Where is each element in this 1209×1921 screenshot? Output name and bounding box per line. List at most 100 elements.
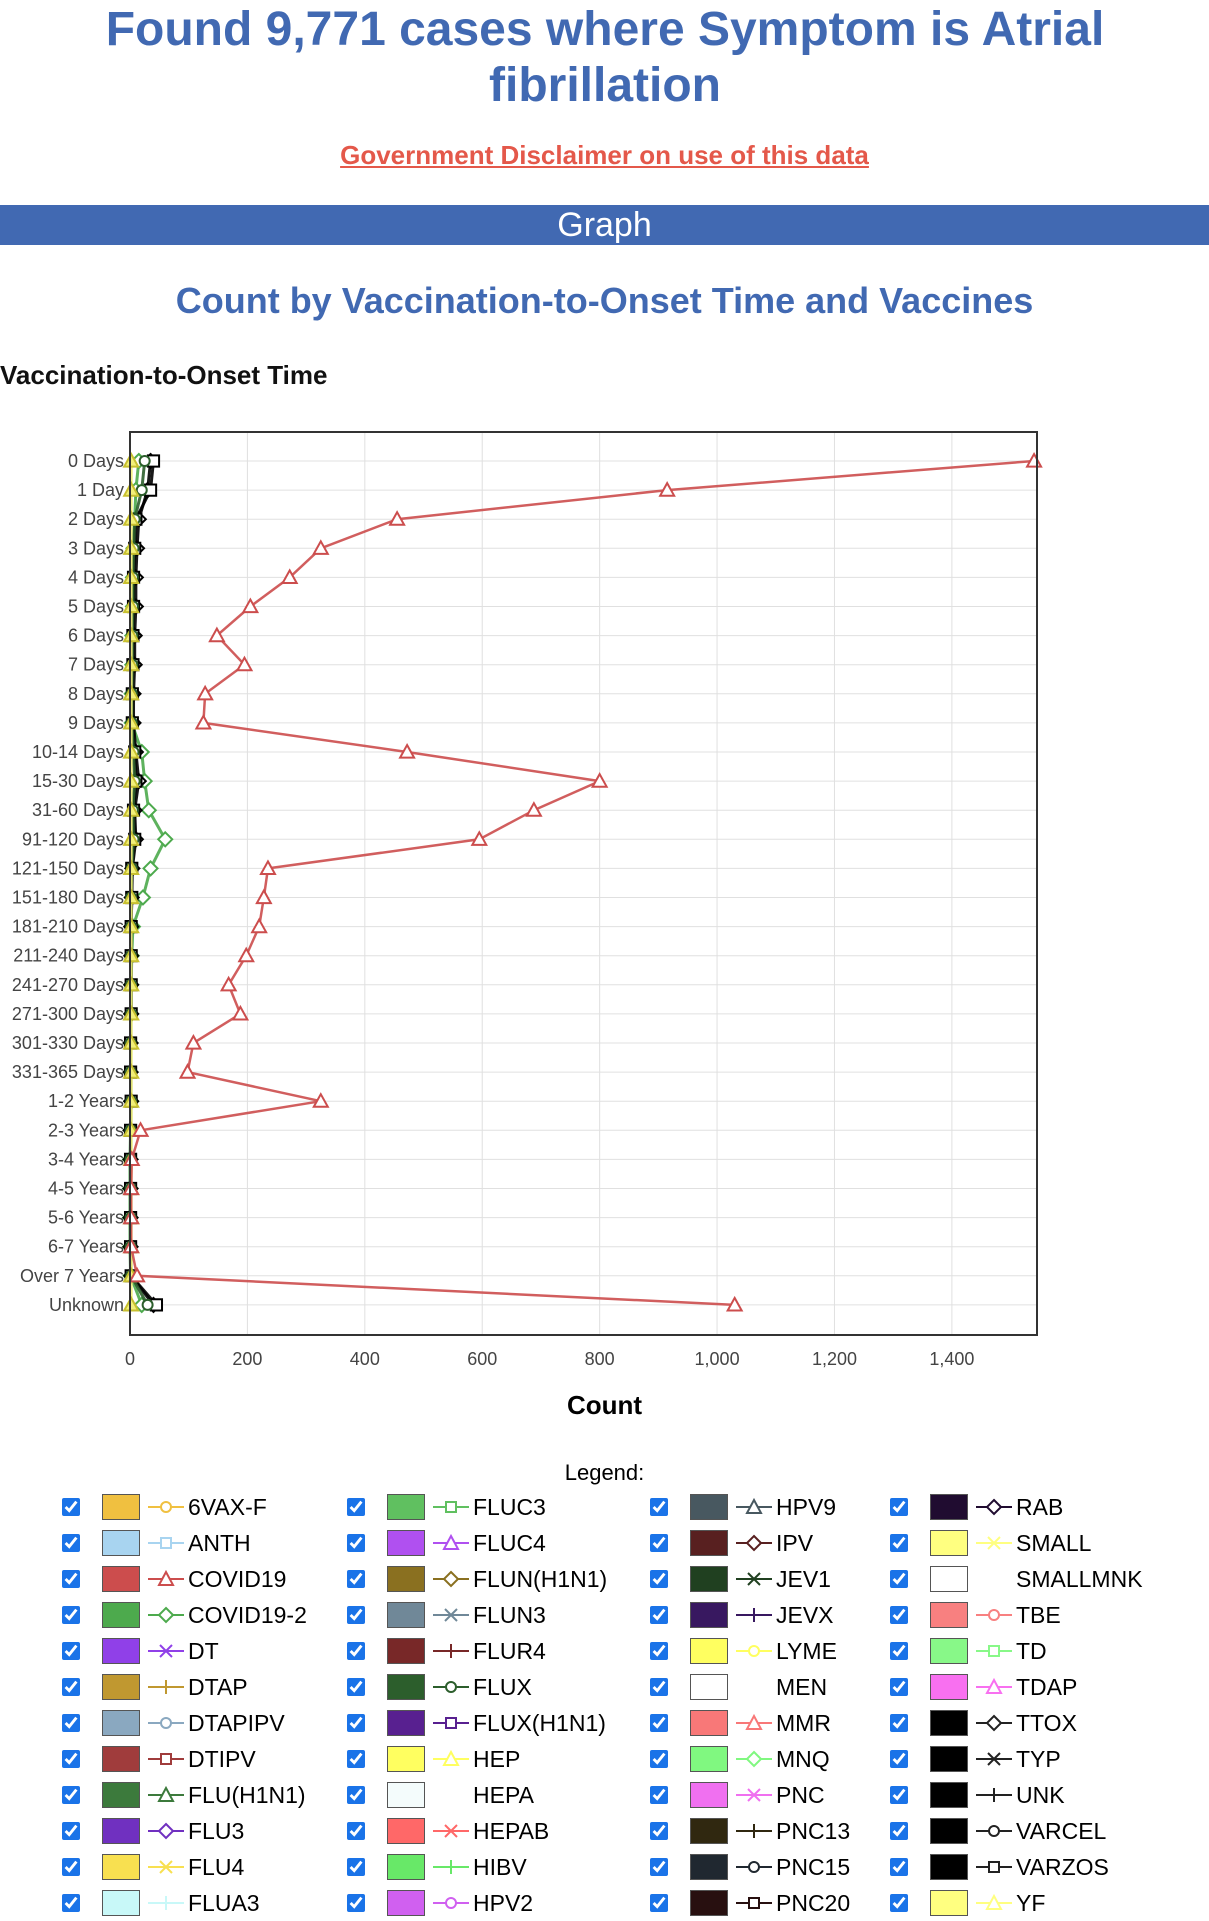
legend-item[interactable]: VARZOS: [890, 1850, 1109, 1884]
legend-checkbox[interactable]: [62, 1786, 80, 1804]
legend-checkbox[interactable]: [347, 1894, 365, 1912]
legend-item[interactable]: DT: [62, 1634, 219, 1668]
legend-checkbox[interactable]: [347, 1858, 365, 1876]
legend-item[interactable]: FLUR4: [347, 1634, 546, 1668]
legend-item[interactable]: YF: [890, 1886, 1045, 1920]
legend-item[interactable]: TDAP: [890, 1670, 1077, 1704]
legend-checkbox[interactable]: [890, 1750, 908, 1768]
legend-item[interactable]: FLUN3: [347, 1598, 546, 1632]
legend-item[interactable]: TBE: [890, 1598, 1061, 1632]
legend-checkbox[interactable]: [347, 1714, 365, 1732]
legend-checkbox[interactable]: [650, 1822, 668, 1840]
legend-item[interactable]: HEP: [347, 1742, 520, 1776]
legend-checkbox[interactable]: [650, 1750, 668, 1768]
legend-checkbox[interactable]: [347, 1570, 365, 1588]
legend-item[interactable]: COVID19-2: [62, 1598, 307, 1632]
legend-item[interactable]: HPV9: [650, 1490, 836, 1524]
legend-item[interactable]: SMALLMNK: [890, 1562, 1143, 1596]
data-point: [259, 859, 277, 875]
legend-checkbox[interactable]: [890, 1786, 908, 1804]
legend-item[interactable]: TYP: [890, 1742, 1061, 1776]
legend-item[interactable]: FLUX(H1N1): [347, 1706, 606, 1740]
legend-item[interactable]: JEV1: [650, 1562, 831, 1596]
legend-checkbox[interactable]: [347, 1786, 365, 1804]
legend-checkbox[interactable]: [62, 1858, 80, 1876]
legend-checkbox[interactable]: [650, 1786, 668, 1804]
legend-item[interactable]: MMR: [650, 1706, 831, 1740]
legend-item[interactable]: LYME: [650, 1634, 837, 1668]
legend-checkbox[interactable]: [890, 1534, 908, 1552]
legend-checkbox[interactable]: [62, 1498, 80, 1516]
legend-checkbox[interactable]: [347, 1498, 365, 1516]
legend-item[interactable]: DTAPIPV: [62, 1706, 285, 1740]
legend-item[interactable]: MEN: [650, 1670, 827, 1704]
legend-item[interactable]: FLUN(H1N1): [347, 1562, 607, 1596]
legend-checkbox[interactable]: [650, 1534, 668, 1552]
legend-item[interactable]: FLUC4: [347, 1526, 546, 1560]
legend-checkbox[interactable]: [890, 1822, 908, 1840]
legend-item[interactable]: TTOX: [890, 1706, 1077, 1740]
legend-item[interactable]: HIBV: [347, 1850, 527, 1884]
legend-item[interactable]: COVID19: [62, 1562, 286, 1596]
legend-checkbox[interactable]: [890, 1714, 908, 1732]
legend-item[interactable]: PNC15: [650, 1850, 850, 1884]
legend-checkbox[interactable]: [62, 1822, 80, 1840]
legend-checkbox[interactable]: [62, 1534, 80, 1552]
legend-item[interactable]: JEVX: [650, 1598, 834, 1632]
legend-checkbox[interactable]: [650, 1714, 668, 1732]
legend-item[interactable]: FLU4: [62, 1850, 244, 1884]
legend-checkbox[interactable]: [890, 1498, 908, 1516]
legend-item[interactable]: FLU(H1N1): [62, 1778, 306, 1812]
legend-checkbox[interactable]: [347, 1678, 365, 1696]
legend-checkbox[interactable]: [650, 1858, 668, 1876]
legend-checkbox[interactable]: [890, 1606, 908, 1624]
legend-item[interactable]: PNC20: [650, 1886, 850, 1920]
legend-checkbox[interactable]: [347, 1534, 365, 1552]
legend-checkbox[interactable]: [890, 1858, 908, 1876]
legend-item[interactable]: UNK: [890, 1778, 1065, 1812]
legend-checkbox[interactable]: [62, 1570, 80, 1588]
legend-checkbox[interactable]: [62, 1894, 80, 1912]
legend-checkbox[interactable]: [650, 1606, 668, 1624]
legend-item[interactable]: PNC13: [650, 1814, 850, 1848]
legend-item[interactable]: HPV2: [347, 1886, 533, 1920]
legend-item[interactable]: RAB: [890, 1490, 1063, 1524]
disclaimer-link[interactable]: Government Disclaimer on use of this dat…: [340, 140, 869, 170]
data-point: [156, 830, 174, 848]
legend-item[interactable]: DTAP: [62, 1670, 248, 1704]
legend-checkbox[interactable]: [62, 1678, 80, 1696]
legend-checkbox[interactable]: [62, 1642, 80, 1660]
legend-item[interactable]: PNC: [650, 1778, 825, 1812]
legend-checkbox[interactable]: [890, 1642, 908, 1660]
legend-checkbox[interactable]: [62, 1714, 80, 1732]
legend-checkbox[interactable]: [650, 1678, 668, 1696]
legend-checkbox[interactable]: [62, 1750, 80, 1768]
legend-item[interactable]: DTIPV: [62, 1742, 256, 1776]
legend-checkbox[interactable]: [890, 1894, 908, 1912]
legend-checkbox[interactable]: [890, 1570, 908, 1588]
legend-checkbox[interactable]: [890, 1678, 908, 1696]
legend-item[interactable]: SMALL: [890, 1526, 1091, 1560]
legend-item[interactable]: MNQ: [650, 1742, 830, 1776]
legend-item[interactable]: IPV: [650, 1526, 813, 1560]
legend-label: FLUC3: [473, 1493, 546, 1520]
legend-item[interactable]: FLUX: [347, 1670, 532, 1704]
legend-item[interactable]: ANTH: [62, 1526, 251, 1560]
legend-item[interactable]: TD: [890, 1634, 1047, 1668]
legend-item[interactable]: HEPA: [347, 1778, 534, 1812]
legend-item[interactable]: FLU3: [62, 1814, 244, 1848]
legend-item[interactable]: 6VAX-F: [62, 1490, 267, 1524]
legend-item[interactable]: HEPAB: [347, 1814, 549, 1848]
legend-checkbox[interactable]: [347, 1606, 365, 1624]
legend-checkbox[interactable]: [347, 1750, 365, 1768]
legend-checkbox[interactable]: [347, 1642, 365, 1660]
legend-item[interactable]: VARCEL: [890, 1814, 1106, 1848]
legend-checkbox[interactable]: [650, 1498, 668, 1516]
legend-item[interactable]: FLUA3: [62, 1886, 260, 1920]
legend-checkbox[interactable]: [650, 1642, 668, 1660]
legend-checkbox[interactable]: [347, 1822, 365, 1840]
legend-checkbox[interactable]: [650, 1894, 668, 1912]
legend-checkbox[interactable]: [650, 1570, 668, 1588]
legend-item[interactable]: FLUC3: [347, 1490, 546, 1524]
legend-checkbox[interactable]: [62, 1606, 80, 1624]
